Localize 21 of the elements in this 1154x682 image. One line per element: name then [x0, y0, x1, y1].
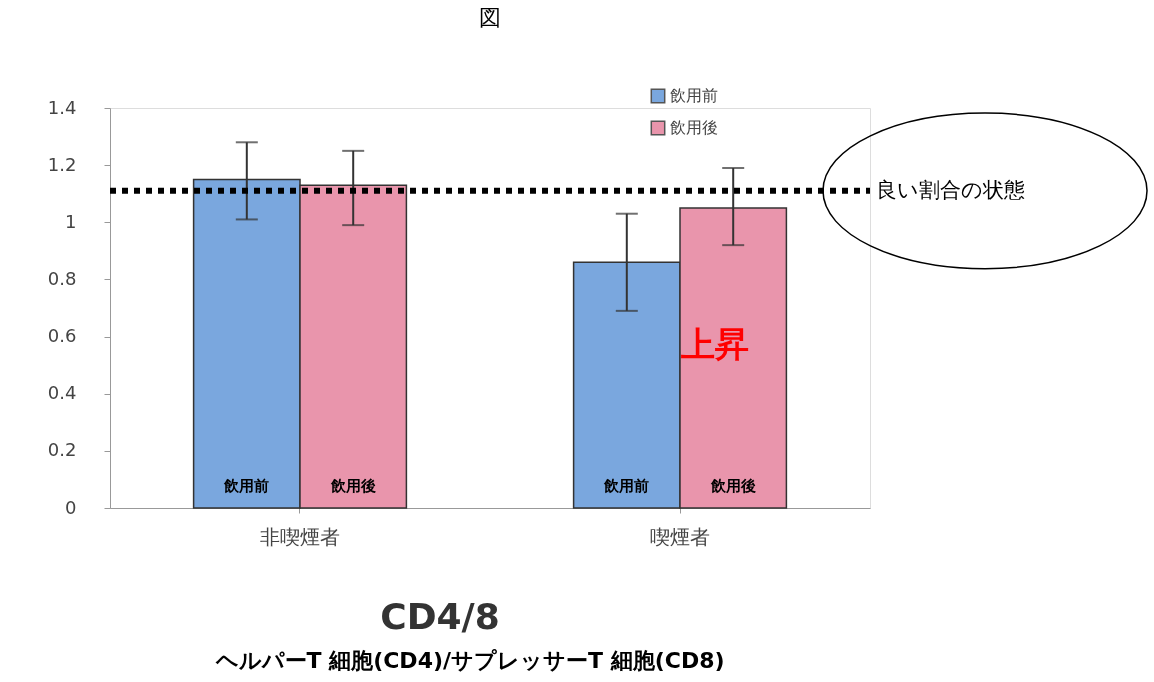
x-tick-label: 非喫煙者 [260, 524, 340, 549]
ref-line-label: 良い割合の状態 [876, 177, 1025, 202]
chart-title: 図 [479, 5, 501, 30]
y-tick-label: 1.4 [47, 96, 77, 118]
legend-label: 飲用前 [670, 86, 718, 105]
legend-label: 飲用後 [670, 118, 718, 137]
y-tick-label: 1 [65, 210, 77, 232]
text: CD4/8 [380, 596, 500, 637]
y-tick-label: 1.2 [47, 153, 77, 175]
text: 飲用前 [224, 477, 270, 495]
text: 飲用後 [330, 477, 376, 495]
y-tick-label: 0.6 [47, 325, 77, 347]
text: 飲用後 [710, 477, 756, 495]
y-tick-label: 0.2 [47, 439, 77, 461]
x-tick-label: 喫煙者 [650, 524, 710, 549]
text: ヘルパーT 細胞(CD4)/サプレッサーT 細胞(CD8) [214, 648, 725, 673]
text: 飲用前 [604, 477, 650, 495]
y-tick-label: 0 [65, 496, 77, 518]
annotation: 上昇 [680, 324, 749, 364]
y-tick-label: 0.4 [47, 382, 77, 404]
y-tick-label: 0.8 [47, 267, 77, 289]
